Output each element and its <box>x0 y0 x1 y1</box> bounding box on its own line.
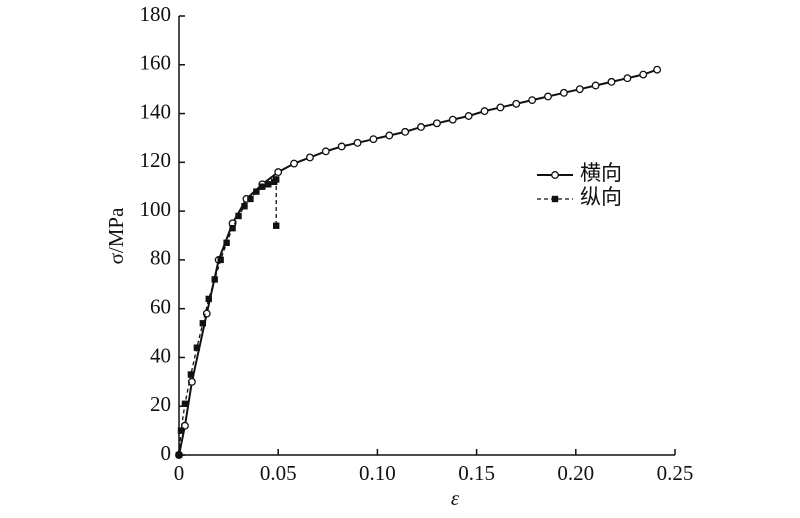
data-point <box>559 88 568 97</box>
x-tick-label: 0.15 <box>458 461 495 485</box>
x-tick-label: 0.05 <box>260 461 297 485</box>
data-point <box>353 138 362 147</box>
data-point <box>181 400 189 407</box>
x-tick-label: 0.20 <box>557 461 594 485</box>
y-tick-label: 100 <box>140 197 172 221</box>
data-point <box>496 103 505 112</box>
data-point <box>274 168 283 177</box>
data-point <box>223 239 230 247</box>
data-point <box>241 203 248 210</box>
series-line <box>178 177 277 456</box>
data-point <box>229 224 236 232</box>
data-point <box>247 195 254 203</box>
y-tick-label: 20 <box>150 392 171 416</box>
data-point <box>464 112 473 120</box>
y-tick-label: 40 <box>150 343 171 367</box>
data-point <box>575 85 584 94</box>
data-point <box>305 153 314 162</box>
legend-label: 横向 <box>580 161 622 185</box>
data-point <box>337 142 346 151</box>
data-point <box>401 127 410 136</box>
data-point <box>432 119 441 128</box>
data-point <box>217 256 224 264</box>
data-point <box>591 81 600 90</box>
data-point <box>253 188 260 195</box>
y-tick-label: 0 <box>161 441 172 465</box>
x-tick-label: 0 <box>174 461 185 485</box>
data-point <box>623 74 632 83</box>
data-point <box>512 99 521 108</box>
data-point <box>259 183 266 190</box>
legend-label: 纵向 <box>580 185 622 209</box>
data-point <box>369 135 378 144</box>
data-point <box>417 123 425 131</box>
data-point <box>235 212 242 220</box>
data-point <box>177 427 185 434</box>
data-point <box>290 159 299 168</box>
data-point <box>273 176 280 183</box>
legend-marker <box>551 171 559 179</box>
data-point <box>544 92 552 101</box>
data-point <box>265 181 272 188</box>
y-tick-label: 80 <box>150 246 171 270</box>
y-tick-label: 180 <box>140 2 172 26</box>
data-point <box>175 451 183 459</box>
x-tick-label: 0.25 <box>657 461 694 485</box>
data-point <box>385 131 394 140</box>
data-point <box>273 222 280 229</box>
data-point <box>211 276 218 283</box>
data-point <box>187 371 195 378</box>
x-axis-label: ε <box>451 486 460 510</box>
data-point <box>480 107 489 116</box>
y-tick-label: 60 <box>150 294 171 318</box>
data-point <box>448 115 457 124</box>
data-point <box>607 77 616 86</box>
data-point <box>639 70 648 79</box>
y-tick-label: 160 <box>140 51 172 75</box>
y-tick-label: 120 <box>140 148 172 172</box>
legend-marker <box>551 195 559 203</box>
data-point <box>205 295 212 303</box>
y-tick-label: 140 <box>140 99 172 123</box>
y-axis-label: σ/MPa <box>104 207 128 265</box>
x-tick-label: 0.10 <box>359 461 396 485</box>
data-point <box>187 377 196 386</box>
data-point <box>199 320 207 327</box>
data-point <box>528 96 537 105</box>
data-point <box>193 344 201 351</box>
data-point <box>321 147 330 156</box>
data-point <box>653 65 662 74</box>
